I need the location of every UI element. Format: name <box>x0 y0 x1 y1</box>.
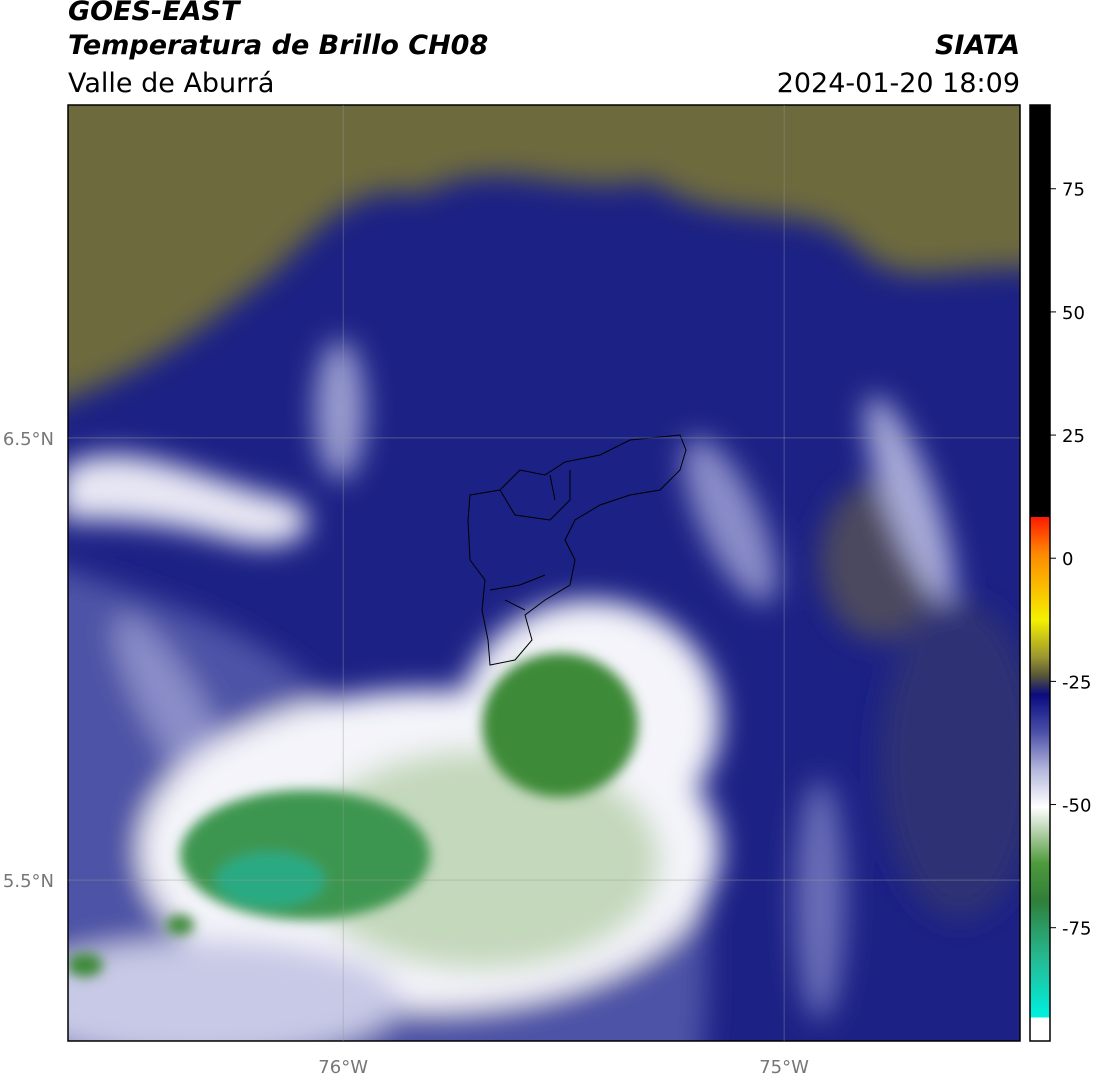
region: Valle de Aburrá <box>68 68 274 99</box>
colorbar-tick-label: -75 <box>1062 919 1091 940</box>
colorbar-tick-label: 50 <box>1062 303 1085 324</box>
lat-tick-label: 5.5°N <box>3 871 54 892</box>
subtitle: Temperatura de Brillo CH08 <box>68 30 488 61</box>
colorbar-tick-label: 75 <box>1062 180 1085 201</box>
colorbar <box>1029 104 1051 1042</box>
title: GOES-EAST <box>68 0 242 27</box>
lat-tick-label: 6.5°N <box>3 429 54 450</box>
satellite-image <box>68 105 1020 1041</box>
lon-tick-label: 75°W <box>759 1057 809 1078</box>
datetime: 2024-01-20 18:09 <box>777 68 1020 99</box>
colorbar-tick-label: -25 <box>1062 672 1091 693</box>
organization: SIATA <box>935 30 1020 61</box>
colorbar-tick-label: 25 <box>1062 426 1085 447</box>
lon-tick-label: 76°W <box>318 1057 368 1078</box>
colorbar-tick-label: -50 <box>1062 796 1091 817</box>
colorbar-tick-label: 0 <box>1062 549 1073 570</box>
map-frame <box>67 104 1021 1042</box>
